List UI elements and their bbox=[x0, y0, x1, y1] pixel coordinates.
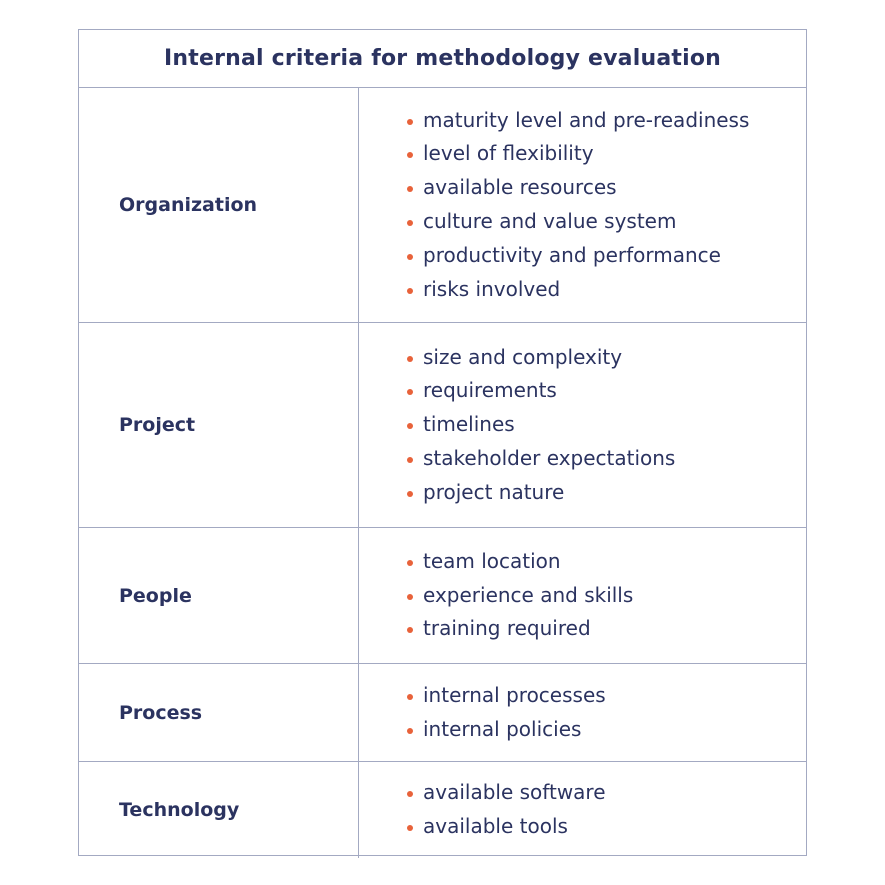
list-item: maturity level and pre-readiness bbox=[407, 104, 806, 138]
criteria-table: Internal criteria for methodology evalua… bbox=[78, 29, 807, 858]
list-item: size and complexity bbox=[407, 341, 806, 375]
list-item: internal processes bbox=[407, 679, 806, 713]
category-label: People bbox=[79, 528, 359, 663]
list-item: timelines bbox=[407, 408, 806, 442]
list-item: project nature bbox=[407, 476, 806, 510]
criteria-list: size and complexity requirements timelines… bbox=[359, 323, 806, 527]
table-title: Internal criteria for methodology evalua… bbox=[79, 30, 806, 88]
list-item: available resources bbox=[407, 171, 806, 205]
list-item: culture and value system bbox=[407, 205, 806, 239]
table-row: Process internal processes internal polici… bbox=[79, 664, 806, 762]
criteria-list: team location experience and skills traini… bbox=[359, 528, 806, 663]
list-item: requirements bbox=[407, 374, 806, 408]
table-row: Organization maturity level and pre-readi… bbox=[79, 88, 806, 323]
list-item: training required bbox=[407, 612, 806, 646]
table-row: Project size and complexity requirements ti… bbox=[79, 323, 806, 528]
list-item: available tools bbox=[407, 810, 806, 844]
table-body: Organization maturity level and pre-readi… bbox=[79, 88, 806, 858]
criteria-list: available software available tools bbox=[359, 762, 806, 858]
category-label: Process bbox=[79, 664, 359, 761]
table-row: People team location experience and skills… bbox=[79, 528, 806, 664]
criteria-list: internal processes internal policies bbox=[359, 664, 806, 761]
list-item: experience and skills bbox=[407, 579, 806, 613]
list-item: internal policies bbox=[407, 713, 806, 747]
list-item: stakeholder expectations bbox=[407, 442, 806, 476]
list-item: productivity and performance bbox=[407, 239, 806, 273]
list-item: available software bbox=[407, 776, 806, 810]
list-item: risks involved bbox=[407, 273, 806, 307]
criteria-list: maturity level and pre-readiness level of… bbox=[359, 88, 806, 322]
category-label: Technology bbox=[79, 762, 359, 858]
list-item: team location bbox=[407, 545, 806, 579]
category-label: Project bbox=[79, 323, 359, 527]
table-row: Technology available software available to… bbox=[79, 762, 806, 858]
list-item: level of flexibility bbox=[407, 137, 806, 171]
category-label: Organization bbox=[79, 88, 359, 322]
